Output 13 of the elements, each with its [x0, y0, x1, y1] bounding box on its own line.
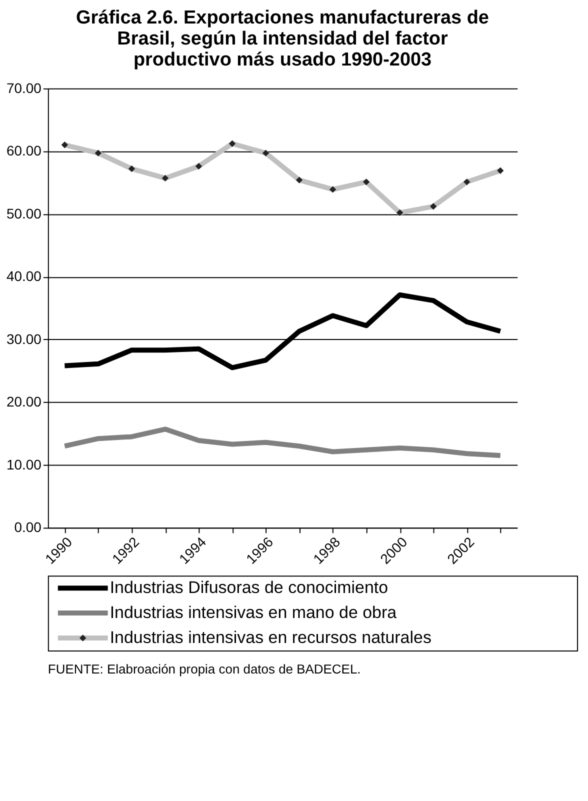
- y-tick-label: 30.00: [6, 330, 42, 347]
- y-tick-label: 20.00: [6, 394, 42, 410]
- legend-label: Industrias intensivas en mano de obra: [110, 603, 398, 622]
- y-tick-label: 50.00: [6, 205, 42, 222]
- chart-title: Gráfica 2.6. Exportaciones manufactureras de Brasil, según la intensidad del factor productivo más usado 1990-2003: [76, 8, 489, 70]
- legend-label: Industrias Difusoras de conocimiento: [110, 578, 388, 598]
- source-note: FUENTE: Elabroación propia con datos de BADECEL.: [48, 661, 361, 676]
- y-tick-label: 70.00: [6, 80, 42, 96]
- y-tick-label: 60.00: [6, 142, 42, 159]
- y-tick-label: 10.00: [6, 456, 42, 472]
- y-tick-label: 40.00: [6, 268, 42, 284]
- legend-label: Industrias intensivas en recursos naturales: [110, 628, 432, 647]
- y-tick-label: 0.00: [14, 519, 42, 536]
